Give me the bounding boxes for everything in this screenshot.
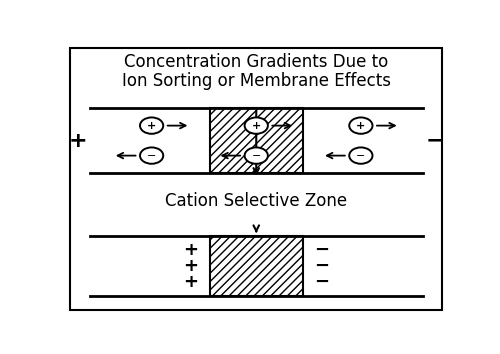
Text: −: − (356, 150, 366, 161)
Circle shape (349, 118, 372, 134)
Text: Cation Selective Zone: Cation Selective Zone (165, 192, 348, 210)
Text: −: − (425, 131, 444, 150)
Text: +: + (252, 121, 261, 131)
Text: −: − (314, 257, 330, 275)
Text: +: + (68, 131, 87, 150)
Circle shape (244, 118, 268, 134)
Text: Ion Sorting or Membrane Effects: Ion Sorting or Membrane Effects (122, 72, 391, 90)
Bar (210, 236, 303, 296)
Text: +: + (147, 121, 156, 131)
Text: −: − (147, 150, 156, 161)
Text: +: + (356, 121, 366, 131)
Circle shape (140, 118, 163, 134)
Circle shape (349, 147, 372, 164)
Text: −: − (252, 150, 261, 161)
Text: +: + (183, 241, 198, 259)
Bar (210, 108, 303, 173)
Text: +: + (183, 257, 198, 275)
Circle shape (140, 147, 163, 164)
Text: −: − (314, 241, 330, 259)
Text: +: + (183, 273, 198, 291)
Circle shape (244, 147, 268, 164)
Text: −: − (314, 273, 330, 291)
Text: Concentration Gradients Due to: Concentration Gradients Due to (124, 52, 388, 70)
